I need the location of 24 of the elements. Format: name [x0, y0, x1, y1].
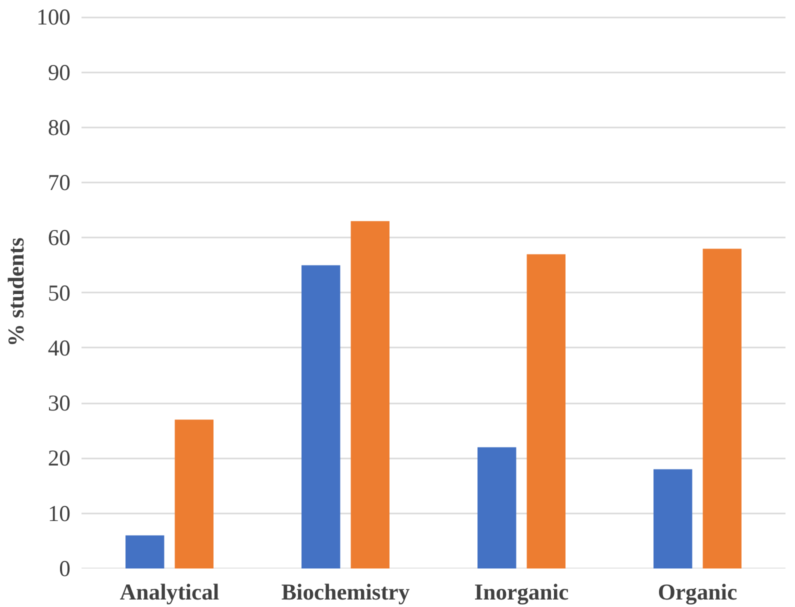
y-tick-label: 0	[59, 556, 70, 581]
y-tick-label: 60	[48, 225, 70, 250]
y-tick-label: 50	[48, 280, 70, 306]
x-tick-label: Biochemistry	[281, 580, 410, 604]
bar	[478, 447, 516, 568]
y-tick-label: 30	[48, 390, 70, 416]
bar	[302, 265, 340, 568]
x-tick-label: Inorganic	[474, 580, 569, 604]
y-tick-label: 10	[48, 500, 70, 526]
y-tick-label: 20	[48, 446, 70, 471]
y-axis-title: % students	[4, 237, 29, 346]
bar	[526, 254, 566, 568]
bar	[702, 248, 742, 568]
y-tick-label: 40	[48, 335, 70, 360]
bar	[126, 535, 164, 568]
bar	[654, 469, 692, 568]
bar	[350, 221, 390, 568]
y-tick-label: 80	[48, 114, 70, 140]
y-tick-label: 70	[48, 170, 70, 196]
x-tick-label: Organic	[658, 580, 738, 604]
bar	[174, 420, 214, 568]
y-tick-label: 100	[36, 4, 70, 30]
y-tick-label: 90	[48, 60, 70, 85]
x-tick-label: Analytical	[120, 580, 220, 604]
